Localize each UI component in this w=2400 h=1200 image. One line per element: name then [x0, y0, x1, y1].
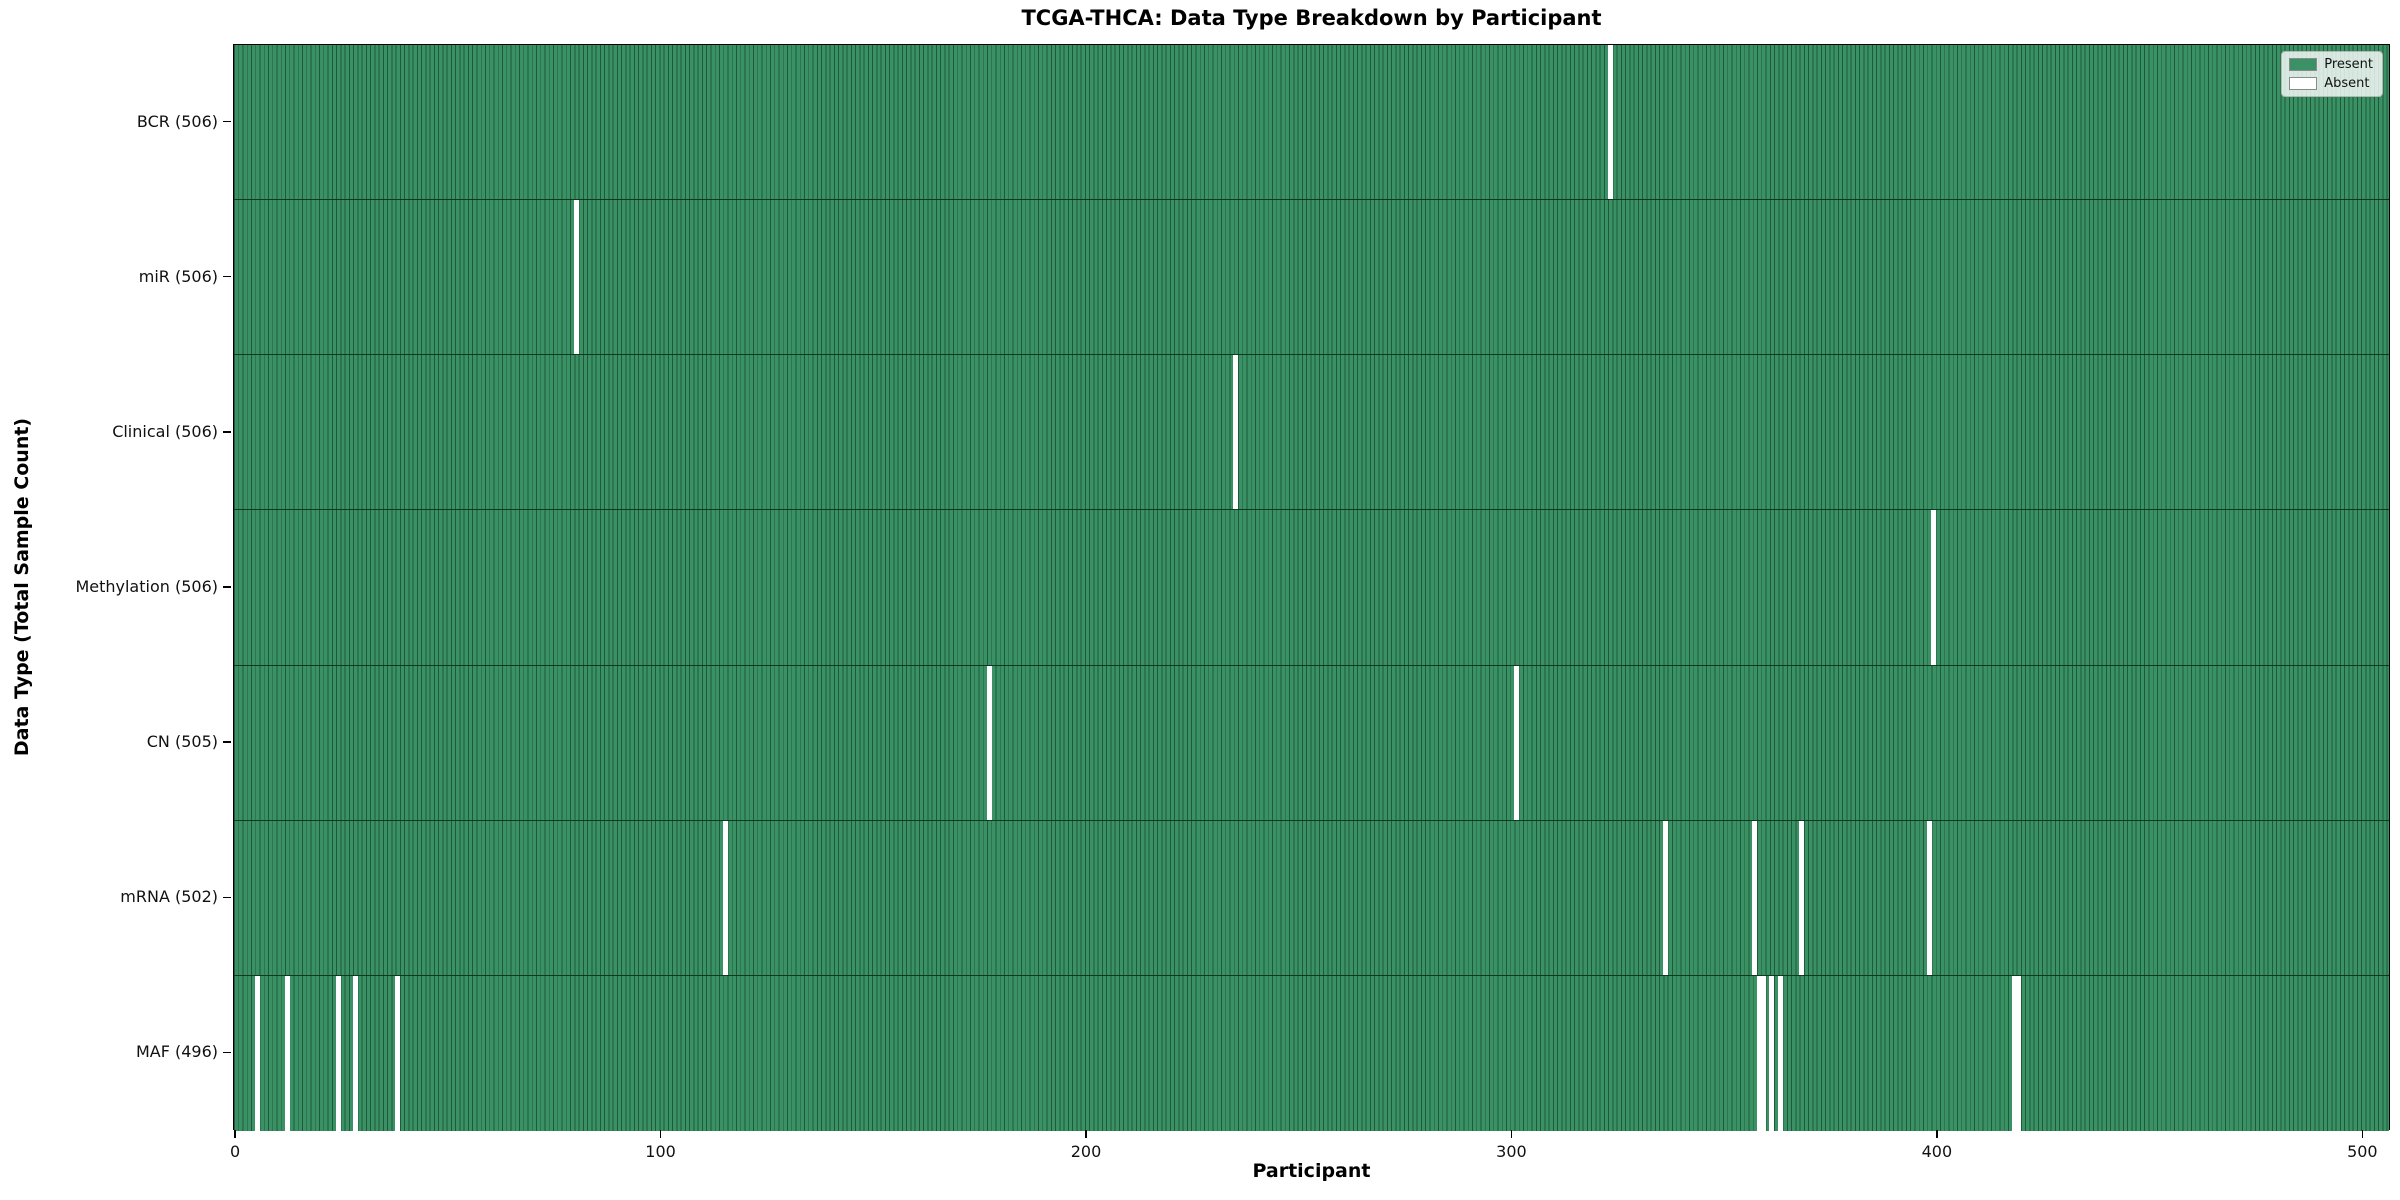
row-BCR [234, 45, 2389, 201]
x-tick-label-400: 400 [1921, 1142, 1953, 1161]
absent-swatch [2289, 77, 2318, 90]
y-tick-label-mRNA: mRNA (502) [120, 887, 218, 907]
absent-gap-CN-301 [1514, 665, 1520, 820]
absent-gap-MAF-5 [254, 975, 260, 1131]
absent-gap-MAF-363 [1777, 975, 1783, 1131]
x-tick-label-300: 300 [1496, 1142, 1527, 1161]
row-Clinical [234, 355, 2389, 511]
legend: Present Absent [2281, 51, 2383, 97]
row-mRNA [234, 820, 2389, 976]
absent-gap-MAF-12 [284, 975, 290, 1131]
absent-gap-MAF-24 [335, 975, 341, 1131]
x-axis-label: Participant [1252, 1160, 1371, 1182]
row-Methylation [234, 510, 2389, 666]
x-tick-200 [1085, 1130, 1087, 1138]
y-tick-Clinical [223, 431, 231, 433]
y-tick-label-Methylation: Methylation (506) [75, 577, 218, 596]
absent-gap-MAF-418 [2011, 975, 2017, 1131]
absent-gap-MAF-358 [1756, 975, 1762, 1131]
x-tick-400 [1936, 1130, 1938, 1138]
absent-gap-Clinical-235 [1233, 355, 1239, 510]
absent-gap-MAF-361 [1769, 975, 1775, 1131]
x-tick-300 [1510, 1130, 1513, 1138]
y-tick-CN [223, 741, 231, 743]
absent-gap-Methylation-399 [1931, 510, 1937, 665]
y-tick-label-CN: CN (505) [146, 732, 218, 752]
x-tick-label-100: 100 [645, 1142, 676, 1161]
absent-gap-MAF-359 [1760, 975, 1766, 1131]
y-tick-miR [223, 275, 231, 278]
absent-gap-miR-80 [573, 200, 579, 355]
x-tick-500 [2361, 1130, 2364, 1138]
absent-gap-MAF-419 [2016, 975, 2022, 1131]
y-tick-label-MAF: MAF (496) [135, 1042, 218, 1062]
row-MAF [234, 975, 2389, 1131]
y-tick-mRNA [223, 896, 231, 899]
x-tick-label-200: 200 [1070, 1142, 1102, 1161]
x-tick-100 [659, 1130, 662, 1138]
y-tick-label-Clinical: Clinical (506) [112, 421, 218, 441]
absent-gap-CN-177 [986, 665, 992, 820]
absent-gap-mRNA-357 [1752, 820, 1758, 975]
legend-label-absent: Absent [2324, 76, 2370, 91]
plot-area: Present Absent [233, 44, 2390, 1131]
legend-label-present: Present [2324, 57, 2373, 72]
y-tick-label-miR: miR (506) [138, 266, 218, 286]
x-tick-label-0: 0 [230, 1142, 241, 1161]
legend-entry-present: Present [2289, 57, 2373, 72]
absent-gap-BCR-323 [1607, 45, 1613, 200]
absent-gap-mRNA-398 [1926, 820, 1932, 975]
absent-gap-mRNA-368 [1799, 820, 1805, 975]
absent-gap-MAF-28 [352, 975, 358, 1131]
present-swatch [2289, 58, 2318, 71]
row-miR [234, 200, 2389, 356]
chart-title: TCGA-THCA: Data Type Breakdown by Partic… [1021, 6, 1602, 30]
x-tick-0 [234, 1130, 236, 1138]
absent-gap-mRNA-115 [722, 820, 728, 975]
y-tick-label-BCR: BCR (506) [136, 111, 218, 131]
y-tick-Methylation [223, 586, 231, 588]
absent-gap-MAF-38 [395, 975, 401, 1131]
x-tick-label-500: 500 [2347, 1142, 2378, 1161]
absent-gap-mRNA-336 [1663, 820, 1669, 975]
y-tick-BCR [223, 120, 231, 123]
y-tick-MAF [223, 1051, 231, 1054]
row-CN [234, 665, 2389, 821]
legend-entry-absent: Absent [2289, 76, 2373, 91]
